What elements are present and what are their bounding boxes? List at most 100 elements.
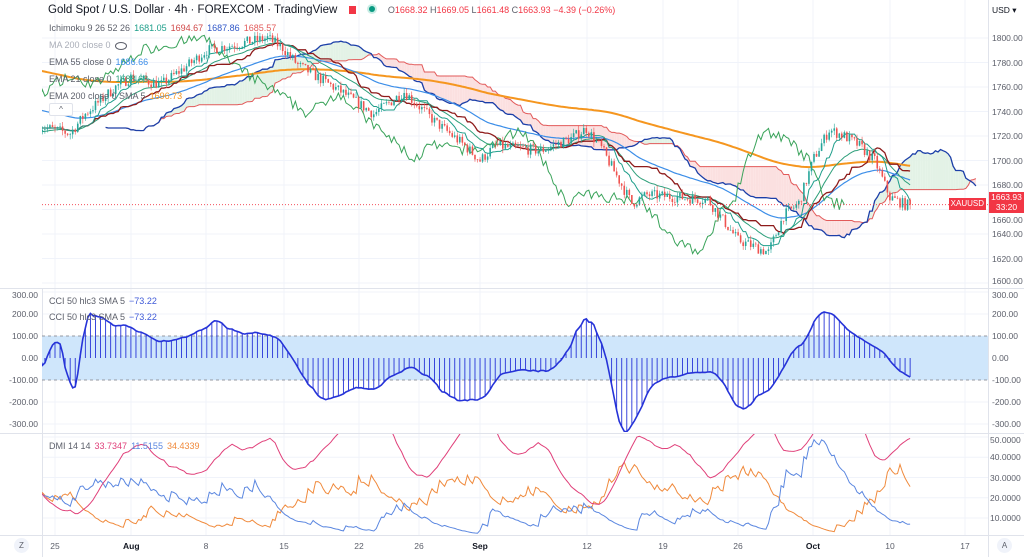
legend-ema21[interactable]: EMA 21 close 0 1688.68 [49,73,280,85]
candle [514,140,517,149]
candle [808,168,810,186]
ichimoku-cloud-segment [712,166,716,183]
candle [51,121,54,128]
candle-body [532,144,534,146]
ichimoku-cloud-segment [773,166,777,199]
candle [155,75,157,89]
ichimoku-cloud-segment [692,161,696,169]
legend-ma200[interactable]: MA 200 close 0 [49,39,280,51]
candle-body [712,205,714,212]
candle-body [545,150,547,152]
candle [474,154,476,162]
legend-label: EMA 55 close 0 [49,57,112,67]
ichimoku-cloud-segment [480,83,483,102]
ichimoku-cloud-segment [507,98,511,115]
legend-ema200[interactable]: EMA 200 close 0 SMA 5 1696.73 [49,90,280,102]
legend-cci-1[interactable]: CCI 50 hlc3 SMA 5 −73.22 [49,295,161,307]
ichimoku-cloud-segment [176,107,179,114]
candle [299,61,302,68]
price-pane[interactable] [0,31,977,256]
currency-selector[interactable]: USD ▾ [992,5,1017,15]
legend-cci-2[interactable]: CCI 50 hlc3 SMA 5 −73.22 [49,311,161,323]
legend-ichimoku[interactable]: Ichimoku 9 26 52 26 1681.05 1694.67 1687.86… [49,22,280,34]
candle [886,180,889,197]
candle-body [395,95,398,101]
ichimoku-cloud-segment [211,87,215,105]
candle-body [114,85,117,94]
zoom-button[interactable]: Z [14,538,29,553]
ichimoku-cloud-segment [770,166,774,199]
ichimoku-cloud-segment [851,220,855,230]
collapse-legend-button[interactable]: ^ [49,103,73,116]
symbol-title[interactable]: Gold Spot / U.S. Dollar · 4h · FOREXCOM … [48,4,338,16]
ichimoku-cloud-segment [399,61,402,72]
candle-body [319,74,322,84]
candle-body [365,108,367,111]
ichimoku-cloud-segment [510,99,513,115]
candle [453,131,456,139]
ichimoku-cloud-segment [414,64,417,82]
dmi-pane[interactable] [40,403,911,534]
candle [684,198,686,201]
candle [42,126,44,135]
ichimoku-cloud-segment [545,125,549,141]
legend-label: MA 200 close 0 [49,40,111,50]
candle [464,141,466,147]
candle-body [471,146,474,155]
candle-body [479,159,481,162]
high-value: 1669.05 [436,5,470,15]
candle-body [608,155,610,166]
ichimoku-cloud-segment [523,111,526,125]
candle [706,196,709,201]
candle-body [810,161,813,172]
candle [896,195,899,200]
ichimoku-cloud-segment [705,166,708,181]
candle-body [600,140,603,147]
candle-body [385,102,388,104]
candle-body [335,87,337,90]
candle-body [557,141,560,145]
candle [904,196,906,211]
candle-body [724,215,727,227]
candle-body [378,109,380,112]
candle-body [636,204,638,207]
eye-hidden-icon[interactable] [114,41,127,50]
candle-body [188,59,190,67]
candle [365,107,367,112]
candle [190,58,193,67]
ichimoku-cloud-segment [776,166,779,202]
ichimoku-cloud-segment [221,86,225,105]
candle [760,246,762,256]
time-tick: 22 [354,541,364,551]
candle-body [841,133,843,138]
legend-ema55[interactable]: EMA 55 close 0 1686.66 [49,56,280,68]
candle [598,139,600,143]
candle [221,41,223,53]
dmi-legend[interactable]: DMI 14 14 33.7347 11.5155 34.4339 [49,440,204,452]
candle [734,228,737,237]
candle-body [390,102,393,106]
candle-body [415,104,418,107]
candle-body [238,47,241,49]
legend-label: CCI 50 hlc3 SMA 5 [49,312,126,322]
candle-body [598,140,600,142]
candle [249,36,251,44]
candle-body [689,199,691,204]
candle [413,98,416,109]
candle-body [846,132,848,142]
candle-body [851,134,853,138]
red-flag-icon[interactable] [348,6,356,14]
candle-body [142,75,145,79]
candle [142,74,145,83]
candle [345,85,347,97]
candle-body [694,195,696,200]
candle-body [438,119,441,129]
candle [415,102,418,108]
cci-pane[interactable] [40,311,988,432]
auto-scale-button[interactable]: A [997,538,1012,553]
ichimoku-cloud-segment [229,84,233,105]
candle-body [701,202,704,205]
candle [613,158,615,172]
time-tick: 25 [50,541,60,551]
